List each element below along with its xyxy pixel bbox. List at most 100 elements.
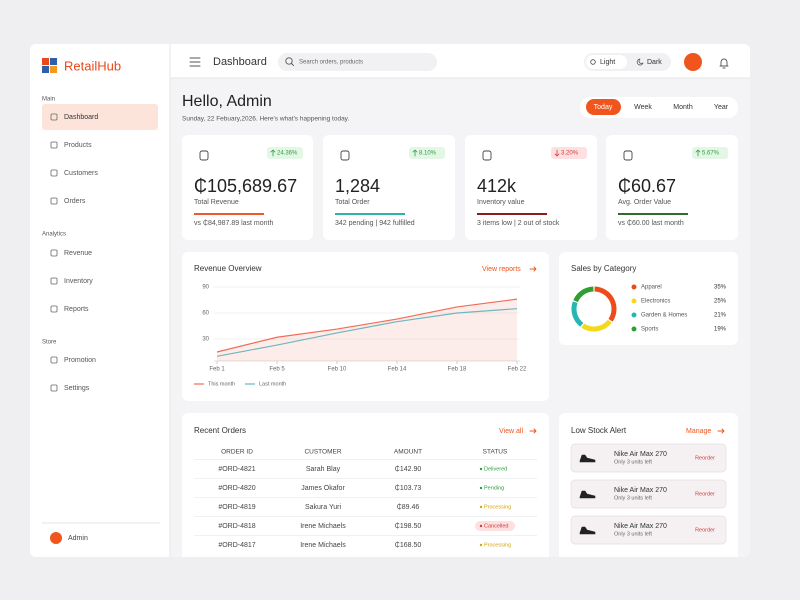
link-arrow (529, 428, 537, 434)
cell: Irene Michaels (300, 523, 346, 530)
logo-mark (50, 66, 57, 73)
item-name: Nike Air Max 270 (614, 451, 667, 458)
nav-item[interactable]: Settings (64, 385, 90, 392)
nav-active[interactable] (42, 104, 158, 130)
status-dot (479, 524, 483, 528)
nav-item[interactable]: Orders (64, 198, 86, 205)
search-box[interactable] (278, 53, 437, 71)
column-header: STATUS (483, 449, 508, 456)
item-note: Only 3 units left (614, 495, 652, 501)
kpi-note: vs ₵60.00 last month (618, 219, 684, 227)
kpi-badge (692, 147, 728, 159)
link[interactable]: View all (499, 428, 523, 435)
kpi-accent (335, 213, 405, 215)
y-tick-label: 30 (202, 337, 209, 343)
y-tick-label: 60 (202, 311, 209, 317)
status-dot (479, 505, 483, 509)
line (216, 298, 518, 353)
x-tick-label: Feb 22 (508, 367, 527, 373)
x-tick-label: Feb 10 (328, 367, 347, 373)
reorder-button[interactable]: Reorder (695, 527, 715, 533)
legend-dot (631, 298, 637, 304)
theme-option[interactable]: Dark (647, 59, 662, 66)
reorder-button[interactable]: Reorder (695, 455, 715, 461)
x-tick-label: Feb 18 (448, 367, 467, 373)
theme-active[interactable] (586, 55, 627, 69)
orders-card (182, 413, 549, 557)
cell: ₵142.90 (395, 465, 422, 473)
kpi-label: Avg. Order Value (618, 199, 671, 206)
range-tab[interactable]: Year (714, 104, 729, 111)
nav-item[interactable]: Customers (64, 170, 98, 177)
cell: #ORD-4820 (218, 485, 255, 492)
kpi-value: 1,284 (335, 176, 380, 196)
legend-value: 25% (714, 299, 727, 305)
legend-value: 21% (714, 313, 727, 319)
kpi-accent (618, 213, 688, 215)
trend-arrow (270, 149, 276, 157)
range-tab[interactable]: Week (634, 104, 652, 111)
x-tick-label: Feb 14 (388, 367, 407, 373)
card-title: Recent Orders (194, 426, 246, 435)
stock-item (570, 443, 727, 473)
cell: #ORD-4818 (218, 523, 255, 530)
theme-option[interactable]: Light (600, 59, 615, 66)
status-dot (479, 486, 483, 490)
stock-item (570, 479, 727, 509)
search-icon (285, 57, 293, 65)
status: Pending (484, 485, 504, 491)
nav-icon (50, 113, 58, 121)
kpi-icon (623, 150, 633, 161)
nav-item[interactable]: Inventory (64, 278, 93, 285)
avatar[interactable] (684, 53, 702, 71)
status: Processing (484, 542, 511, 548)
link[interactable]: View reports (482, 266, 521, 273)
shoe-icon (579, 490, 596, 499)
nav-item[interactable]: Revenue (64, 250, 92, 257)
menu-icon[interactable] (189, 57, 201, 67)
chart-card (559, 252, 738, 345)
cell: James Okafor (301, 485, 345, 492)
x-tick-label: Feb 5 (269, 367, 285, 373)
nav-item[interactable]: Reports (64, 306, 89, 313)
kpi-note: 342 pending | 942 fulfilled (335, 220, 415, 227)
card-title: Low Stock Alert (571, 426, 627, 435)
nav-item[interactable]: Products (64, 142, 92, 149)
cell: #ORD-4819 (218, 504, 255, 511)
logo-text: RetailHub (64, 58, 121, 73)
status: Delivered (484, 466, 507, 472)
item-note: Only 3 units left (614, 459, 652, 465)
kpi-label: Total Revenue (194, 199, 239, 206)
kpi-badge (267, 147, 303, 159)
nav-item[interactable]: Promotion (64, 357, 96, 364)
kpi-badge-text: 24.36% (277, 151, 298, 157)
legend-dot (631, 284, 637, 290)
cell: Sarah Blay (306, 466, 341, 473)
reorder-button[interactable]: Reorder (695, 491, 715, 497)
logo-mark (42, 66, 49, 73)
link-arrow (717, 428, 725, 434)
range-tab[interactable]: Month (673, 104, 693, 111)
kpi-badge (409, 147, 445, 159)
range-tab[interactable]: Today (594, 104, 613, 111)
kpi-badge-text: 3.20% (561, 151, 579, 157)
item-note: Only 3 units left (614, 531, 652, 537)
tab-active (586, 99, 621, 115)
logo-mark (50, 58, 57, 65)
chart-title: Sales by Category (571, 264, 636, 273)
sun-icon (590, 59, 596, 65)
shoe-icon (579, 454, 596, 463)
legend-dot (631, 312, 637, 318)
nav-item[interactable]: Dashboard (64, 114, 98, 121)
search-placeholder: Search orders, products (299, 60, 363, 66)
kpi-badge-text: 5.67% (702, 151, 720, 157)
trend-arrow (412, 149, 418, 157)
link[interactable]: Manage (686, 428, 711, 435)
legend-value: 35% (714, 285, 727, 291)
bell-icon[interactable] (719, 58, 729, 69)
app-window: RetailHub Main Dashboard Products Customers O… (30, 44, 750, 557)
page-title: Dashboard (213, 56, 267, 68)
cell: ₵198.50 (395, 522, 422, 530)
